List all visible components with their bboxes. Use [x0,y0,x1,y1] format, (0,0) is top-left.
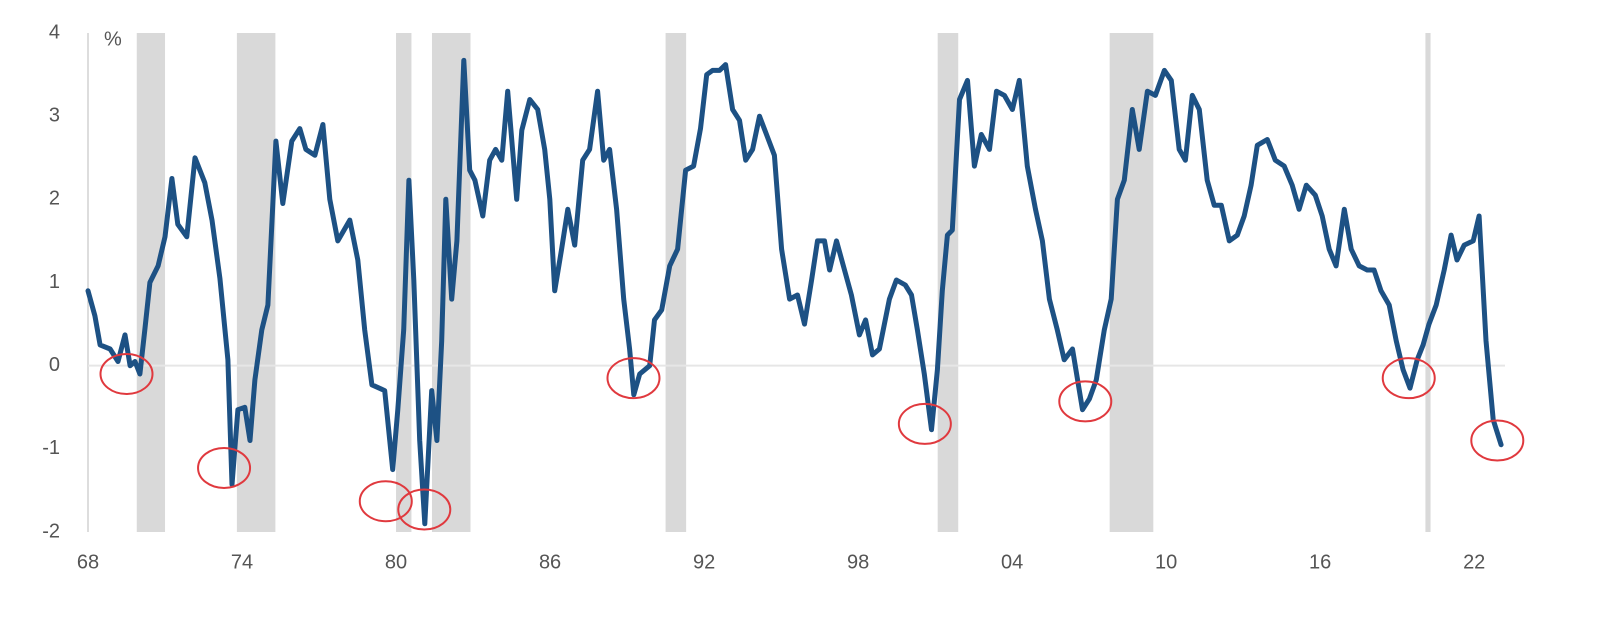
inversion-circle [1470,419,1525,462]
y-tick-label: 3 [49,104,60,126]
recession-band [937,33,959,532]
y-tick-label: -2 [42,520,60,542]
x-tick-label: 92 [693,551,715,573]
y-tick-label: 0 [49,354,60,376]
x-tick-label: 04 [1001,551,1023,573]
x-tick-label: 68 [77,551,99,573]
inversion-circle [897,402,952,445]
x-tick-label: 86 [539,551,561,573]
y-tick-label: 1 [49,271,60,293]
recession-band [1425,33,1431,532]
inversion-circle [1381,357,1436,400]
x-tick-label: 16 [1309,551,1331,573]
x-tick-label: 98 [847,551,869,573]
y-tick-label: -1 [42,437,60,459]
inversion-circle [606,357,661,400]
recession-band [665,33,687,532]
y-unit-label: % [104,28,122,50]
y-tick-label: 4 [49,21,60,43]
x-tick-label: 10 [1155,551,1177,573]
x-tick-label: 80 [385,551,407,573]
inversion-circle [99,352,154,395]
data-line [85,57,1504,527]
inversion-circle [397,488,452,531]
inversion-circle [358,480,413,523]
inversion-circle [1058,380,1113,423]
x-tick-label: 74 [231,551,253,573]
x-tick-label: 22 [1463,551,1485,573]
y-tick-label: 2 [49,188,60,210]
inversion-circle [197,446,252,489]
